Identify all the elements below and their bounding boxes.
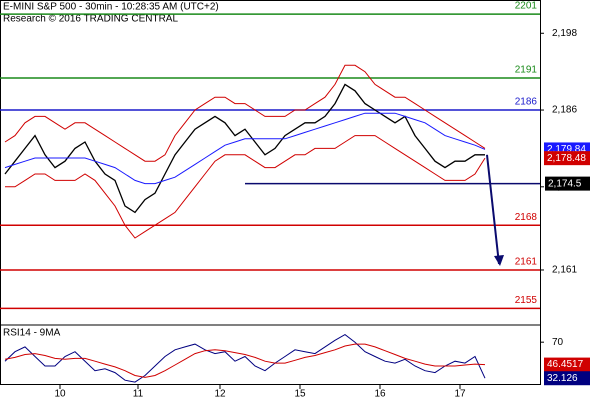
value-box	[544, 371, 590, 386]
y-tick-label: 2,198	[552, 28, 577, 39]
value-box-label: 46.4517	[547, 359, 584, 370]
value-box-label: 2,179.84	[547, 144, 586, 155]
level-label: 2201	[515, 1, 538, 12]
value-box	[544, 151, 590, 166]
series-line	[4, 64, 486, 162]
x-tick-label: 16	[374, 389, 386, 400]
x-tick-label: 15	[294, 389, 306, 400]
plot-frame	[0, 0, 541, 385]
level-label: 2186	[515, 97, 538, 108]
x-tick-label: 11	[133, 389, 144, 400]
level-label-box	[545, 176, 590, 191]
rsi-y-tick-label: 70	[552, 337, 564, 348]
value-box	[544, 357, 590, 372]
forecast-arrowhead	[494, 254, 504, 266]
series-line	[4, 112, 486, 185]
level-label: 2191	[515, 65, 538, 76]
forecast-arrow	[486, 154, 500, 265]
level-label: 2,174.5	[548, 178, 582, 189]
rsi-line	[4, 343, 486, 378]
level-label: 2161	[515, 257, 538, 268]
chart-subtitle: Research © 2016 TRADING CENTRAL	[3, 14, 178, 25]
value-box-label: 2,178.48	[547, 153, 586, 164]
y-tick-label: 2,161	[552, 265, 577, 276]
level-label: 2155	[515, 295, 538, 306]
chart-title: E-MINI S&P 500 - 30min - 10:28:35 AM (UT…	[3, 2, 219, 13]
level-label: 2168	[515, 212, 538, 223]
x-tick-label: 17	[454, 389, 466, 400]
x-tick-label: 12	[214, 389, 226, 400]
series-line	[5, 135, 486, 239]
rsi-title: RSI14 - 9MA	[3, 328, 61, 339]
rsi-line	[4, 334, 486, 383]
x-tick-label: 10	[54, 389, 66, 400]
value-box-label: 32.126	[547, 373, 578, 384]
y-tick-label: 2,186	[552, 105, 577, 116]
